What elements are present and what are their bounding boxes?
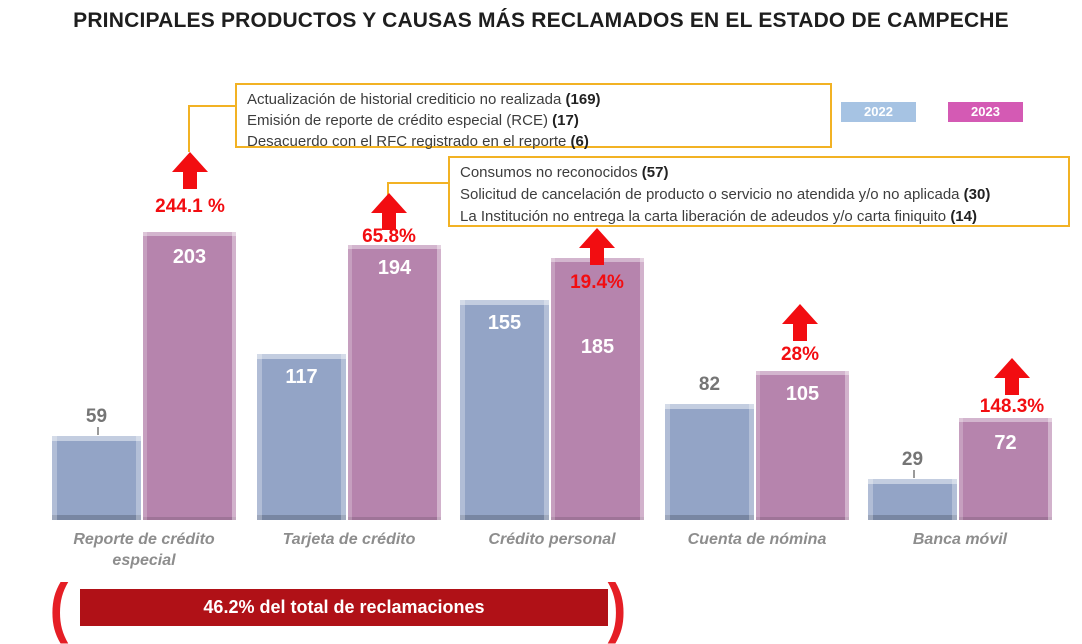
callout1-leader-vertical [188,105,190,152]
bar-2022-2 [460,300,549,520]
pct-change-label-2: 19.4% [570,272,624,293]
cause-line: La Institución no entrega la carta liber… [460,208,977,225]
category-label-2: Crédito personal [488,531,616,548]
bar-2023-2 [551,258,644,520]
cause-line: Desacuerdo con el RFC registrado en el r… [247,133,589,150]
bar-2022-4 [868,479,957,520]
bar-2022-value-0: 59 [85,406,108,427]
category-label-4: Banca móvil [912,531,1008,548]
increase-arrow-icon-2 [579,228,615,265]
bar-2023-value-4: 72 [994,432,1017,454]
bar-2023-3 [756,371,849,520]
bar-2023-value-2: 185 [580,336,615,358]
bar-2022-0 [52,436,141,520]
cause-line: Emisión de reporte de crédito especial (… [247,112,579,129]
banner-bracket-right: ) [607,570,627,644]
bar-2023-1 [348,245,441,520]
bar-2022-leader-4 [912,470,915,478]
banner-bracket-left: ( [49,570,69,644]
category-label-1: Tarjeta de crédito [282,531,416,548]
cause-line: Actualización de historial crediticio no… [247,91,601,108]
pct-change-label-0: 244.1 % [155,196,225,217]
page-title: PRINCIPALES PRODUCTOS Y CAUSAS MÁS RECLA… [73,9,1009,32]
bar-2022-value-1: 117 [285,366,318,388]
callout2-leader-vertical [387,182,389,197]
legend-item-2022: 2022 [841,102,916,122]
bar-2023-value-0: 203 [172,246,207,268]
increase-arrow-icon-4 [994,358,1030,395]
callout2-leader-horizontal [388,182,448,184]
bar-2022-1 [257,354,346,520]
callout-reporte-credito-causes: Actualización de historial crediticio no… [235,83,832,150]
pct-change-label-4: 148.3% [979,396,1045,417]
bar-2022-value-2: 155 [487,312,522,334]
pct-change-label-3: 28% [780,344,820,365]
callout-credito-personal-causes: Consumos no reconocidos (57) Solicitud de… [448,156,1070,227]
bar-2022-leader-0 [96,427,99,435]
total-reclamaciones-banner: 46.2% del total de reclamaciones [80,589,608,626]
bar-2023-value-3: 105 [785,383,820,405]
increase-arrow-icon-3 [782,304,818,341]
category-label-3: Cuenta de nómina [687,531,827,548]
pct-change-label-1: 65.8% [362,226,416,247]
legend-item-2023: 2023 [948,102,1023,122]
cause-line: Consumos no reconocidos (57) [460,164,669,181]
bar-2023-value-1: 194 [377,257,412,279]
bar-2023-4 [959,418,1052,520]
bar-2023-0 [143,232,236,520]
bar-2022-value-3: 82 [698,374,721,395]
bar-2022-value-4: 29 [901,449,924,470]
bar-2022-3 [665,404,754,520]
cause-line: Solicitud de cancelación de producto o s… [460,186,991,203]
callout1-leader-horizontal [189,105,235,107]
increase-arrow-icon-1 [371,193,407,230]
category-label-0: Reporte de crédito especial [73,531,215,569]
increase-arrow-icon-0 [172,152,208,189]
